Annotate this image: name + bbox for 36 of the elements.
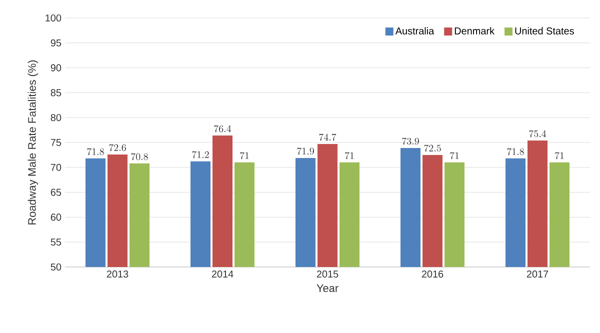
data-label: 70.8 (131, 153, 148, 160)
legend-label: Australia (395, 27, 434, 34)
legend-label: Denmark (454, 27, 495, 34)
data-label: 76.4 (214, 125, 232, 132)
data-label: 71 (345, 152, 354, 160)
y-tick-label: 50 (50, 263, 62, 271)
y-axis-title: Roadway Male Rate Fatalities (%) (28, 60, 38, 224)
data-label: 71 .8 (87, 148, 104, 156)
data-label: 75.4 (529, 130, 546, 138)
data-label: 73.9 (402, 138, 419, 145)
data-label: 71 (450, 152, 459, 160)
legend-label: United States (515, 27, 574, 34)
y-tick-label: 90 (50, 64, 62, 72)
y-tick-label: 55 (50, 238, 62, 246)
x-tick-label: 2014 (212, 270, 234, 278)
x-axis-title: Year (316, 284, 338, 292)
x-tick-label: 2015 (316, 270, 338, 278)
y-tick-label: 75 (50, 139, 62, 146)
data-label: 71 (240, 152, 249, 160)
x-tick-label: 2013 (106, 270, 128, 278)
y-tick-label: 100 (46, 14, 62, 22)
data-label: 71 .2 (192, 151, 209, 158)
data-label: 74.7 (319, 134, 336, 141)
data-label: 71 (555, 152, 564, 160)
data-label: 72.5 (424, 144, 441, 152)
y-tick-label: 95 (50, 39, 62, 46)
data-label: 71 .9 (297, 148, 314, 155)
y-tick-label: 80 (50, 114, 62, 122)
y-tick-label: 85 (50, 89, 62, 96)
y-tick-label: 65 (50, 188, 62, 196)
y-tick-label: 70 (50, 164, 62, 171)
y-tick-label: 60 (50, 214, 62, 221)
data-label: 71 .8 (507, 148, 524, 156)
x-tick-label: 2016 (422, 270, 444, 278)
data-label: 72.6 (109, 144, 126, 152)
x-tick-label: 2017 (526, 270, 548, 278)
